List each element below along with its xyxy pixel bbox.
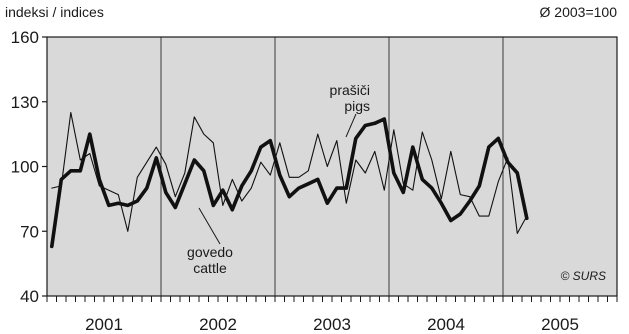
base-period-note: Ø 2003=100 <box>540 4 618 20</box>
plot-area <box>47 37 617 296</box>
annotation-pigs-label: prašiči <box>330 82 370 98</box>
y-tick-label: 70 <box>20 222 39 241</box>
annotation-cattle-leader <box>198 207 221 245</box>
x-year-label: 2004 <box>427 315 465 334</box>
x-year-label: 2001 <box>85 315 123 334</box>
annotation-cattle-label: cattle <box>193 260 227 276</box>
year-dividers <box>160 37 504 296</box>
x-year-label: 2002 <box>199 315 237 334</box>
y-tick-label: 40 <box>20 287 39 306</box>
y-tick-label: 100 <box>11 158 39 177</box>
annotation-pigs-label: pigs <box>344 98 370 114</box>
source-credit: © SURS <box>560 269 606 283</box>
annotation-cattle-label: govedo <box>187 244 233 260</box>
y-tick-label: 130 <box>11 93 39 112</box>
series-layer <box>49 111 529 249</box>
series-line-cattle <box>49 117 529 249</box>
annotation-pigs-leader <box>345 113 357 138</box>
x-year-label: 2003 <box>313 315 351 334</box>
y-axis: 40 70 100 130 160 <box>11 28 47 306</box>
x-year-label: 2005 <box>541 315 579 334</box>
y-tick-label: 160 <box>11 28 39 47</box>
x-axis: 2001 2002 2003 2004 2005 <box>46 296 618 334</box>
series-line-pigs <box>51 111 528 234</box>
y-axis-title: indeksi / indices <box>5 4 104 20</box>
